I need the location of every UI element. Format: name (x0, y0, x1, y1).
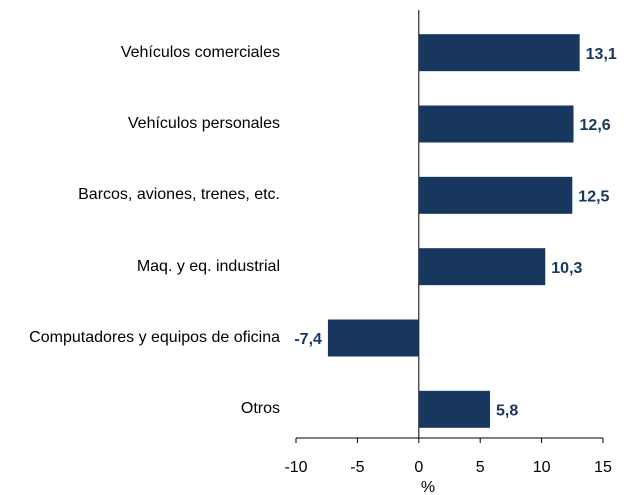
bar (418, 105, 574, 143)
x-tick-label: 10 (533, 459, 551, 476)
x-axis-label: % (421, 479, 435, 495)
x-tick-label: 5 (476, 459, 485, 476)
category-label: Vehículos comerciales (120, 43, 280, 61)
bar (418, 176, 573, 214)
x-tick-label: 0 (414, 459, 423, 476)
category-label: Vehículos personales (127, 115, 280, 132)
bar (418, 34, 580, 72)
data-label: -7,4 (294, 331, 322, 348)
data-label: 13,1 (586, 46, 617, 63)
data-label: 12,5 (578, 189, 609, 206)
bar (327, 319, 419, 357)
data-label: 5,8 (496, 403, 518, 420)
category-label: Maq. y eq. industrial (136, 257, 280, 275)
data-label: 12,6 (580, 117, 611, 134)
bar (418, 390, 491, 428)
category-label: Barcos, aviones, trenes, etc. (78, 186, 280, 204)
category-label: Computadores y equipos de oficina (29, 329, 280, 346)
category-label: Otros (240, 400, 280, 418)
x-tick-label: 15 (594, 459, 612, 476)
bar (418, 248, 546, 286)
data-label: 10,3 (551, 260, 582, 277)
x-tick-label: -5 (350, 459, 364, 476)
x-tick-label: -10 (284, 459, 307, 476)
